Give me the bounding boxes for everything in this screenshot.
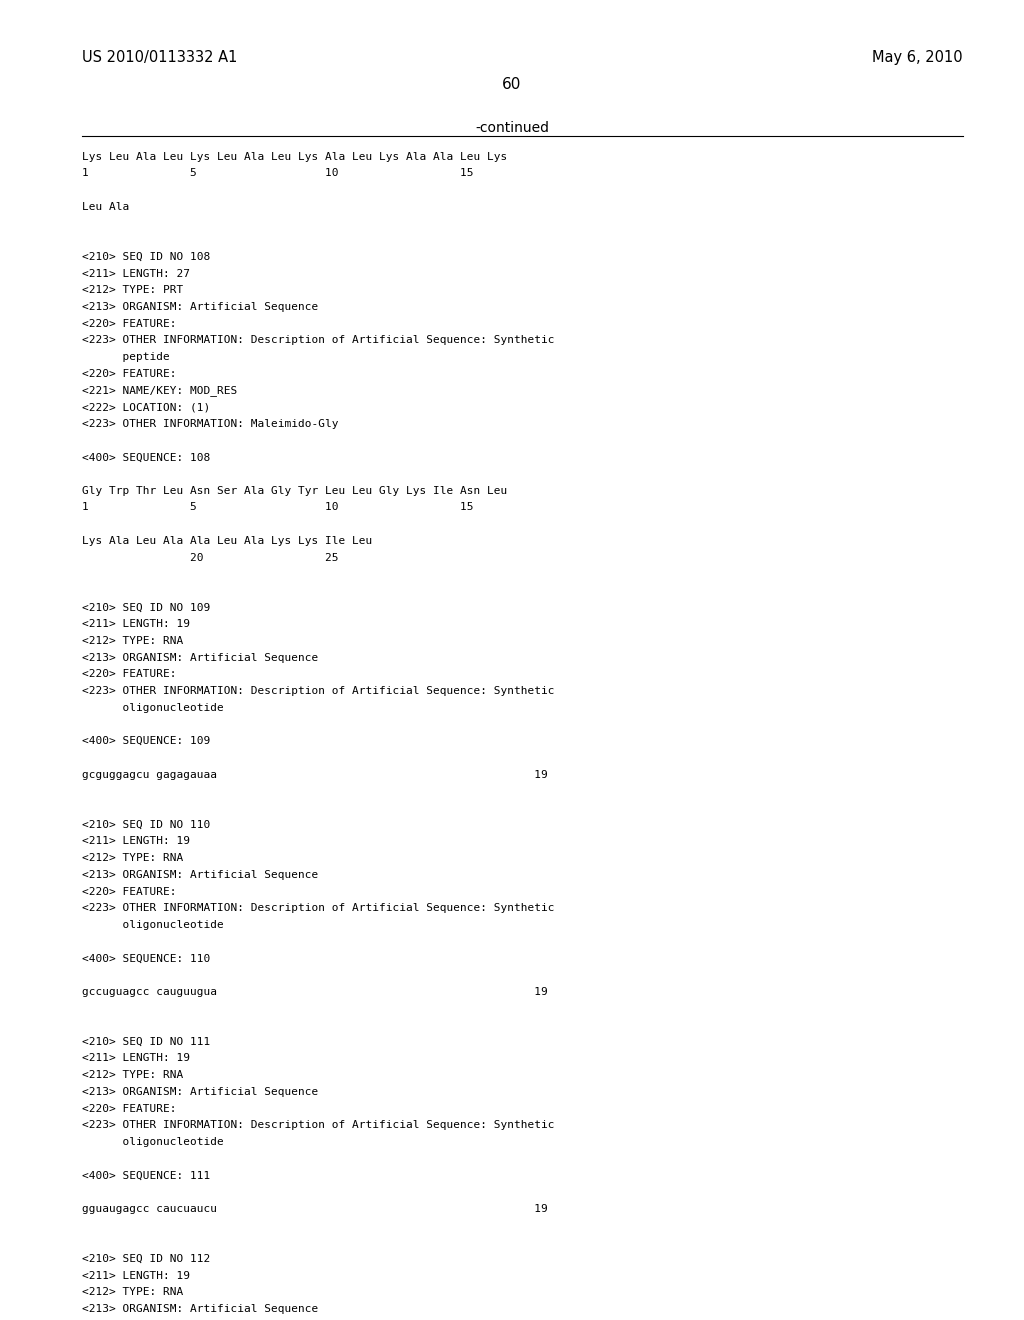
Text: oligonucleotide: oligonucleotide	[82, 702, 223, 713]
Text: <211> LENGTH: 19: <211> LENGTH: 19	[82, 1053, 189, 1064]
Text: <220> FEATURE:: <220> FEATURE:	[82, 669, 176, 680]
Text: 20                  25: 20 25	[82, 553, 338, 562]
Text: gccuguagcc cauguugua                                               19: gccuguagcc cauguugua 19	[82, 987, 548, 997]
Text: <400> SEQUENCE: 109: <400> SEQUENCE: 109	[82, 737, 210, 746]
Text: <212> TYPE: RNA: <212> TYPE: RNA	[82, 1287, 183, 1298]
Text: 1               5                   10                  15: 1 5 10 15	[82, 169, 473, 178]
Text: peptide: peptide	[82, 352, 170, 362]
Text: <213> ORGANISM: Artificial Sequence: <213> ORGANISM: Artificial Sequence	[82, 870, 318, 880]
Text: Gly Trp Thr Leu Asn Ser Ala Gly Tyr Leu Leu Gly Lys Ile Asn Leu: Gly Trp Thr Leu Asn Ser Ala Gly Tyr Leu …	[82, 486, 507, 496]
Text: <223> OTHER INFORMATION: Description of Artificial Sequence: Synthetic: <223> OTHER INFORMATION: Description of …	[82, 1121, 554, 1130]
Text: <212> TYPE: RNA: <212> TYPE: RNA	[82, 853, 183, 863]
Text: <400> SEQUENCE: 110: <400> SEQUENCE: 110	[82, 953, 210, 964]
Text: Lys Leu Ala Leu Lys Leu Ala Leu Lys Ala Leu Lys Ala Ala Leu Lys: Lys Leu Ala Leu Lys Leu Ala Leu Lys Ala …	[82, 152, 507, 162]
Text: <212> TYPE: RNA: <212> TYPE: RNA	[82, 1071, 183, 1080]
Text: <223> OTHER INFORMATION: Description of Artificial Sequence: Synthetic: <223> OTHER INFORMATION: Description of …	[82, 903, 554, 913]
Text: <212> TYPE: RNA: <212> TYPE: RNA	[82, 636, 183, 645]
Text: <400> SEQUENCE: 111: <400> SEQUENCE: 111	[82, 1171, 210, 1180]
Text: <213> ORGANISM: Artificial Sequence: <213> ORGANISM: Artificial Sequence	[82, 302, 318, 312]
Text: <210> SEQ ID NO 109: <210> SEQ ID NO 109	[82, 603, 210, 612]
Text: <220> FEATURE:: <220> FEATURE:	[82, 319, 176, 329]
Text: gguaugagcc caucuaucu                                               19: gguaugagcc caucuaucu 19	[82, 1204, 548, 1214]
Text: <211> LENGTH: 19: <211> LENGTH: 19	[82, 619, 189, 630]
Text: Lys Ala Leu Ala Ala Leu Ala Lys Lys Ile Leu: Lys Ala Leu Ala Ala Leu Ala Lys Lys Ile …	[82, 536, 372, 546]
Text: <210> SEQ ID NO 112: <210> SEQ ID NO 112	[82, 1254, 210, 1263]
Text: <220> FEATURE:: <220> FEATURE:	[82, 1104, 176, 1114]
Text: <221> NAME/KEY: MOD_RES: <221> NAME/KEY: MOD_RES	[82, 385, 238, 396]
Text: oligonucleotide: oligonucleotide	[82, 1137, 223, 1147]
Text: <213> ORGANISM: Artificial Sequence: <213> ORGANISM: Artificial Sequence	[82, 1086, 318, 1097]
Text: 1               5                   10                  15: 1 5 10 15	[82, 503, 473, 512]
Text: <210> SEQ ID NO 110: <210> SEQ ID NO 110	[82, 820, 210, 830]
Text: <212> TYPE: PRT: <212> TYPE: PRT	[82, 285, 183, 296]
Text: <222> LOCATION: (1): <222> LOCATION: (1)	[82, 403, 210, 412]
Text: gcguggagcu gagagauaa                                               19: gcguggagcu gagagauaa 19	[82, 770, 548, 780]
Text: <223> OTHER INFORMATION: Description of Artificial Sequence: Synthetic: <223> OTHER INFORMATION: Description of …	[82, 686, 554, 696]
Text: oligonucleotide: oligonucleotide	[82, 920, 223, 929]
Text: <220> FEATURE:: <220> FEATURE:	[82, 887, 176, 896]
Text: <400> SEQUENCE: 108: <400> SEQUENCE: 108	[82, 453, 210, 462]
Text: May 6, 2010: May 6, 2010	[871, 50, 963, 65]
Text: <210> SEQ ID NO 108: <210> SEQ ID NO 108	[82, 252, 210, 261]
Text: -continued: -continued	[475, 121, 549, 136]
Text: Leu Ala: Leu Ala	[82, 202, 129, 213]
Text: <213> ORGANISM: Artificial Sequence: <213> ORGANISM: Artificial Sequence	[82, 653, 318, 663]
Text: 60: 60	[503, 77, 521, 91]
Text: <223> OTHER INFORMATION: Maleimido-Gly: <223> OTHER INFORMATION: Maleimido-Gly	[82, 418, 338, 429]
Text: <213> ORGANISM: Artificial Sequence: <213> ORGANISM: Artificial Sequence	[82, 1304, 318, 1313]
Text: <211> LENGTH: 19: <211> LENGTH: 19	[82, 837, 189, 846]
Text: <223> OTHER INFORMATION: Description of Artificial Sequence: Synthetic: <223> OTHER INFORMATION: Description of …	[82, 335, 554, 346]
Text: US 2010/0113332 A1: US 2010/0113332 A1	[82, 50, 238, 65]
Text: <211> LENGTH: 27: <211> LENGTH: 27	[82, 269, 189, 279]
Text: <220> FEATURE:: <220> FEATURE:	[82, 368, 176, 379]
Text: <210> SEQ ID NO 111: <210> SEQ ID NO 111	[82, 1036, 210, 1047]
Text: <211> LENGTH: 19: <211> LENGTH: 19	[82, 1271, 189, 1280]
